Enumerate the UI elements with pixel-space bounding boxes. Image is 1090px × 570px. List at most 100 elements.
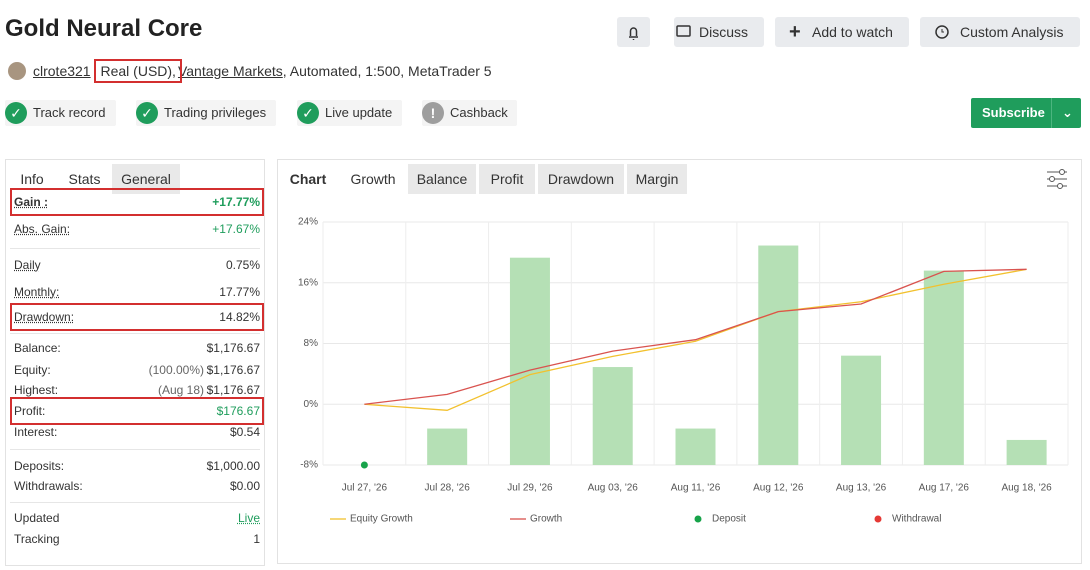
y-tick-label: 24% xyxy=(298,217,318,228)
stats-tab[interactable]: General xyxy=(112,164,180,194)
badge-icon: ✓ xyxy=(297,102,319,124)
stat-label: Gain : xyxy=(14,195,49,209)
stat-row: Monthly: 17.77% xyxy=(14,282,260,302)
stat-value: 0.75% xyxy=(225,258,260,272)
bar xyxy=(841,355,882,465)
x-tick-label: Aug 11, '26 xyxy=(671,483,721,494)
stat-row: Daily 0.75% xyxy=(14,255,260,275)
bar xyxy=(675,428,716,465)
y-tick-label: 8% xyxy=(304,338,319,349)
stat-label: Deposits: xyxy=(14,459,65,473)
separator xyxy=(10,248,260,249)
x-tick-label: Aug 03, '26 xyxy=(588,483,639,494)
stat-value: $176.67 xyxy=(216,404,260,418)
stat-value: 14.82% xyxy=(219,310,260,324)
account-details: , Automated, 1:500, MetaTrader 5 xyxy=(282,63,492,79)
chart-tab[interactable]: Growth xyxy=(340,164,406,194)
broker-link[interactable]: Vantage Markets xyxy=(177,63,283,79)
stat-row: Abs. Gain: +17.67% xyxy=(14,219,260,239)
badge-box xyxy=(136,100,276,126)
stats-tab[interactable]: Stats xyxy=(58,164,111,194)
x-tick-label: Aug 12, '26 xyxy=(753,483,804,494)
stats-panel: Info Stats General Gain : +17.77% Abs. Gain: +… xyxy=(5,159,265,566)
stat-row: Deposits: $1,000.00 xyxy=(14,456,260,476)
discuss-button[interactable]: Discuss xyxy=(674,17,764,47)
title: Gold Neural Core xyxy=(5,15,203,42)
x-tick-label: Aug 17, '26 xyxy=(919,483,970,494)
account-line: clrote321 Real (USD), Vantage Markets, Au… xyxy=(33,59,492,83)
watch-button[interactable]: + Add to watch xyxy=(775,17,909,47)
stat-value: $0.00 xyxy=(229,479,260,493)
user-link[interactable]: clrote321 xyxy=(33,63,91,79)
y-tick-label: 16% xyxy=(298,277,318,288)
stat-label: Monthly: xyxy=(14,285,60,299)
bar xyxy=(592,367,633,465)
subscribe-button[interactable]: Subscribe ⌄ xyxy=(971,98,1081,128)
settings-icon xyxy=(1049,176,1055,182)
chart-tab[interactable]: Margin xyxy=(627,164,687,194)
x-tick-label: Aug 13, '26 xyxy=(836,483,887,494)
settings-icon xyxy=(1057,183,1063,189)
badge-icon: ! xyxy=(422,102,444,124)
stat-row: Interest: $0.54 xyxy=(14,422,260,442)
bar xyxy=(758,245,799,465)
plus-icon: + xyxy=(789,21,801,43)
stat-value: $1,176.67 xyxy=(206,363,260,377)
badge-label: Track record xyxy=(33,105,106,120)
separator xyxy=(10,502,260,503)
stat-row: Highest: (Aug 18) $1,176.67 xyxy=(14,380,260,400)
stat-row: Profit: $176.67 xyxy=(10,397,264,425)
x-tick-label: Jul 29, '26 xyxy=(507,483,553,494)
stat-value: +17.77% xyxy=(212,195,260,209)
line-series xyxy=(364,268,1027,411)
x-tick-label: Aug 18, '26 xyxy=(1001,483,1052,494)
stat-value: 1 xyxy=(253,532,260,546)
stats-tab: Info xyxy=(20,171,44,187)
alert-button[interactable] xyxy=(617,17,650,47)
stat-row: Withdrawals: $0.00 xyxy=(14,476,260,496)
line-series xyxy=(364,268,1027,405)
stat-label: Interest: xyxy=(14,425,58,439)
clock-icon xyxy=(935,25,949,39)
stat-value: $1,176.67 xyxy=(206,341,260,355)
chart-tab[interactable]: Drawdown xyxy=(538,164,624,194)
account-type: Real (USD), xyxy=(94,59,182,83)
badge-icon: ✓ xyxy=(136,102,158,124)
settings-icon xyxy=(1059,169,1065,175)
stat-note: (100.00%) xyxy=(148,363,204,377)
point xyxy=(360,461,368,469)
legend-label: Growth xyxy=(530,514,562,525)
bar xyxy=(1006,439,1047,465)
legend-label: Deposit xyxy=(712,514,746,525)
badge-label: Cashback xyxy=(450,105,508,120)
button-label: Add to watch xyxy=(812,24,893,40)
chart-tab[interactable]: Balance xyxy=(408,164,476,194)
legend-swatch xyxy=(694,515,702,523)
bar xyxy=(509,257,550,465)
bell-icon xyxy=(629,27,638,40)
stat-note: (Aug 18) xyxy=(157,383,204,397)
stat-label: Withdrawals: xyxy=(14,479,83,493)
stat-row: Gain : +17.77% xyxy=(10,188,264,216)
stat-label: Drawdown: xyxy=(14,310,75,324)
stat-label: Highest: xyxy=(14,383,59,397)
chart-tab[interactable]: Profit xyxy=(479,164,535,194)
dropdown-caret[interactable]: ⌄ xyxy=(1051,98,1073,128)
legend-label: Equity Growth xyxy=(350,514,413,525)
stat-row: Updated Live xyxy=(14,508,260,528)
y-tick-label: 0% xyxy=(304,399,319,410)
analysis-button[interactable]: Custom Analysis xyxy=(920,17,1080,47)
stat-value: 17.77% xyxy=(219,285,260,299)
legend-label: Withdrawal xyxy=(892,514,941,525)
chat-icon xyxy=(676,25,691,37)
stat-label: Tracking xyxy=(14,532,60,546)
stat-value: $1,000.00 xyxy=(206,459,260,473)
x-tick-label: Jul 27, '26 xyxy=(342,483,388,494)
stat-label: Equity: xyxy=(14,363,51,377)
button-label: Custom Analysis xyxy=(960,24,1064,40)
stat-row: Tracking 1 xyxy=(14,529,260,549)
x-tick-label: Jul 28, '26 xyxy=(425,483,471,494)
chart-tab: Chart xyxy=(289,171,327,187)
stat-label: Abs. Gain: xyxy=(14,222,71,236)
